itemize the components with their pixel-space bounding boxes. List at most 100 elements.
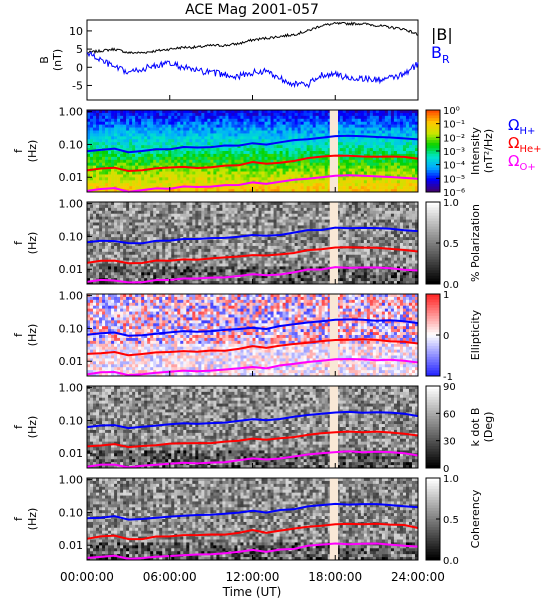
- panel-1-spectrogram-cell: [285, 142, 289, 146]
- panel-1-spectrogram-cell: [345, 121, 350, 125]
- panel-1-spectrogram-cell: [381, 112, 386, 117]
- panel-2-spectrogram-cell: [168, 263, 172, 267]
- panel-2-spectrogram-cell: [159, 222, 163, 226]
- panel-2-spectrogram-cell: [207, 243, 211, 247]
- panel-1-spectrogram-cell: [291, 112, 295, 117]
- panel-1-spectrogram-cell: [171, 121, 175, 125]
- panel-1-spectrogram-cell: [105, 177, 109, 181]
- panel-2-spectrogram-cell: [252, 278, 256, 282]
- panel-1-spectrogram-cell: [183, 115, 187, 120]
- panel-1-spectrogram-cell: [276, 124, 280, 128]
- panel-1-spectrogram-cell: [237, 112, 241, 117]
- panel-1-spectrogram-cell: [243, 145, 247, 149]
- panel-1-spectrogram-cell: [189, 124, 193, 128]
- panel-1-spectrogram-cell: [102, 174, 106, 178]
- panel-1-spectrogram-cell: [288, 180, 292, 184]
- panel-1-spectrogram-cell: [120, 118, 124, 123]
- panel-2-spectrogram-cell: [93, 216, 97, 220]
- panel-2-spectrogram-cell: [216, 278, 220, 282]
- panel-2-spectrogram-cell: [93, 272, 97, 276]
- panel-2-spectrogram-cell: [252, 260, 256, 264]
- panel-1-spectrogram-cell: [372, 121, 377, 125]
- panel-1-spectrogram-cell: [384, 115, 389, 120]
- panel-1-spectrogram-cell: [213, 171, 217, 175]
- panel-2-spectrogram-cell: [258, 222, 262, 226]
- panel-1-spectrogram-cell: [240, 130, 244, 134]
- panel-2-spectrogram-cell: [99, 281, 103, 285]
- panel-1-spectrogram-cell: [135, 151, 139, 155]
- panel-1-spectrogram-cell: [117, 145, 121, 149]
- panel-1-spectrogram-cell: [93, 145, 97, 149]
- panel-1-spectrogram-cell: [282, 153, 286, 158]
- panel-1-spectrogram-cell: [213, 127, 217, 131]
- panel-1-spectrogram-cell: [303, 115, 307, 120]
- panel-1-spectrogram-cell: [141, 112, 145, 117]
- panel-2-spectrogram-cell: [228, 234, 232, 238]
- panel-1-spectrogram-cell: [258, 177, 262, 181]
- panel-2-spectrogram-cell: [186, 202, 190, 206]
- panel-1-spectrogram-cell: [246, 168, 250, 172]
- panel-1-spectrogram-cell: [324, 159, 329, 164]
- panel-2-spectrogram-cell: [144, 225, 148, 229]
- panel-1-spectrogram-cell: [216, 136, 220, 140]
- panel-1-spectrogram-cell: [306, 189, 310, 193]
- panel-1-spectrogram-cell: [399, 151, 404, 155]
- panel-2-spectrogram-cell: [216, 210, 220, 215]
- panel-2-spectrogram-cell: [162, 237, 166, 241]
- panel-1-spectrogram-cell: [381, 124, 386, 128]
- panel-1-spectrogram-cell: [144, 110, 148, 114]
- panel-1-spectrogram-cell: [312, 168, 316, 172]
- panel-2-spectrogram-cell: [90, 222, 94, 226]
- panel-1-spectrogram-cell: [117, 153, 121, 158]
- panel-2-spectrogram-cell: [249, 248, 253, 253]
- panel-1-spectrogram-cell: [150, 151, 154, 155]
- panel-1-spectrogram-cell: [315, 153, 319, 158]
- panel-2-spectrogram-cell: [207, 260, 211, 264]
- panel-2-spectrogram-cell: [201, 234, 205, 238]
- panel-1-spectrogram-cell: [129, 110, 133, 114]
- panel-1-spectrogram-cell: [372, 168, 377, 172]
- panel-1-spectrogram-cell: [357, 121, 362, 125]
- panel-1-spectrogram-cell: [195, 180, 199, 184]
- panel-1-spectrogram-cell: [342, 145, 347, 149]
- panel-2-spectrogram-cell: [246, 260, 250, 264]
- panel-1-colorbar-swatch: [426, 140, 440, 144]
- panel-1-spectrogram-cell: [228, 133, 232, 137]
- panel-1-spectrogram-cell: [399, 177, 404, 181]
- panel-1-spectrogram-cell: [150, 142, 154, 146]
- panel-2-spectrogram-cell: [174, 216, 178, 220]
- panel-1-spectrogram-cell: [159, 127, 163, 131]
- panel-1-spectrogram-cell: [231, 186, 235, 190]
- panel-1-spectrogram-cell: [96, 159, 100, 164]
- panel-2-spectrogram-cell: [108, 269, 112, 273]
- panel-1-spectrogram-cell: [351, 121, 356, 125]
- panel-1-spectrogram-cell: [153, 168, 157, 172]
- panel-1-spectrogram-cell: [384, 139, 389, 143]
- panel-2-spectrogram-cell: [129, 222, 133, 226]
- panel-1-spectrogram-cell: [138, 174, 142, 178]
- panel-1-spectrogram-cell: [252, 162, 256, 166]
- panel-1-spectrogram-cell: [288, 171, 292, 175]
- panel-1-spectrogram-cell: [273, 171, 277, 175]
- panel-1-spectrogram-cell: [156, 183, 160, 187]
- panel-1-spectrogram-cell: [156, 133, 160, 137]
- panel-1-spectrogram-cell: [312, 162, 316, 166]
- panel-2-spectrogram-cell: [165, 204, 169, 209]
- panel-1-spectrogram-cell: [273, 145, 277, 149]
- panel-2-spectrogram-cell: [234, 248, 238, 253]
- panel-1-spectrogram-cell: [396, 180, 401, 184]
- panel-1-spectrogram-cell: [108, 156, 112, 161]
- panel-1-spectrogram-cell: [294, 121, 298, 125]
- panel-1-spectrogram-cell: [90, 156, 94, 161]
- panel-1-spectrogram-cell: [264, 127, 268, 131]
- panel-1-spectrogram-cell: [336, 130, 341, 134]
- panel-2-spectrogram-cell: [120, 263, 124, 267]
- panel-1-spectrogram-cell: [135, 162, 139, 166]
- panel-1-spectrogram-cell: [336, 115, 341, 120]
- panel-1-spectrogram-cell: [237, 148, 241, 152]
- panel-1-spectrogram-cell: [171, 151, 175, 155]
- panel-2-spectrogram-cell: [117, 228, 121, 232]
- panel-1-spectrogram-cell: [87, 180, 91, 184]
- panel-1-spectrogram-cell: [264, 112, 268, 117]
- panel-1-spectrogram-cell: [168, 110, 172, 114]
